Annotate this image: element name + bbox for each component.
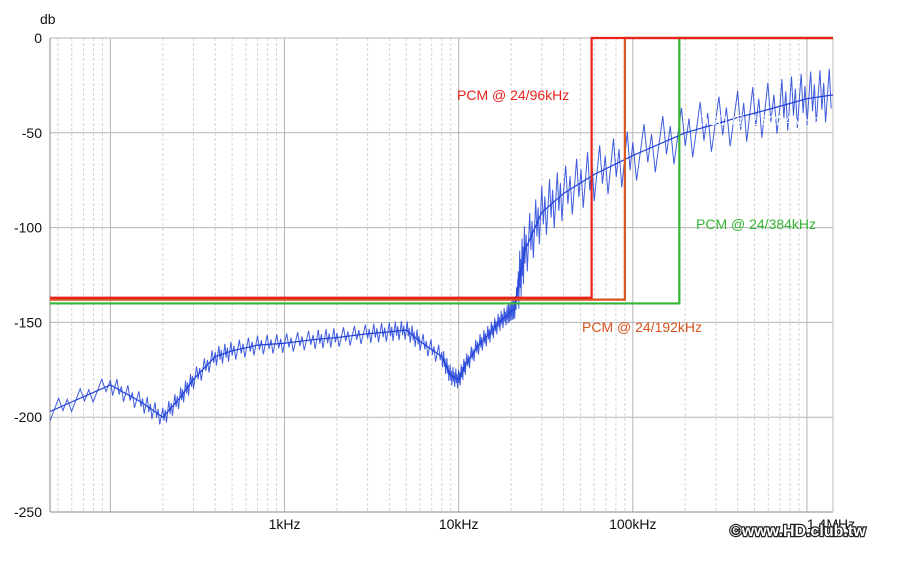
grid-lines <box>50 37 833 513</box>
y-tick-label: -150 <box>14 314 42 330</box>
series-lines <box>49 36 834 425</box>
annotation-pcm-192: PCM @ 24/192kHz <box>582 319 702 335</box>
series-line-pcm-24-96khz <box>50 36 833 299</box>
watermark: ©www.HD.club.tw <box>730 523 866 540</box>
annotation-pcm-384: PCM @ 24/384kHz <box>696 216 816 232</box>
series-line-dsd-2-8224mhz <box>49 94 834 418</box>
annotation-dsd: DSD @ 2.8224MHz <box>698 112 821 128</box>
x-axis-ticks: 1kHz 10kHz 100kHz 1.4MHz <box>269 516 856 532</box>
chart-axes <box>49 38 834 513</box>
x-tick-label: 10kHz <box>439 516 479 532</box>
x-tick-label: 1kHz <box>269 516 301 532</box>
y-axis-ticks: 0 -50 -100 -150 -200 -250 <box>14 30 42 520</box>
y-tick-label: 0 <box>34 30 42 46</box>
y-axis-label: db <box>40 11 56 27</box>
y-tick-label: -100 <box>14 220 42 236</box>
x-tick-label: 100kHz <box>609 516 656 532</box>
y-tick-label: -250 <box>14 504 42 520</box>
y-tick-label: -50 <box>22 125 42 141</box>
y-tick-label: -200 <box>14 409 42 425</box>
annotation-pcm-96: PCM @ 24/96kHz <box>457 87 569 103</box>
x-tick-label: 1.4MHz <box>807 516 855 532</box>
